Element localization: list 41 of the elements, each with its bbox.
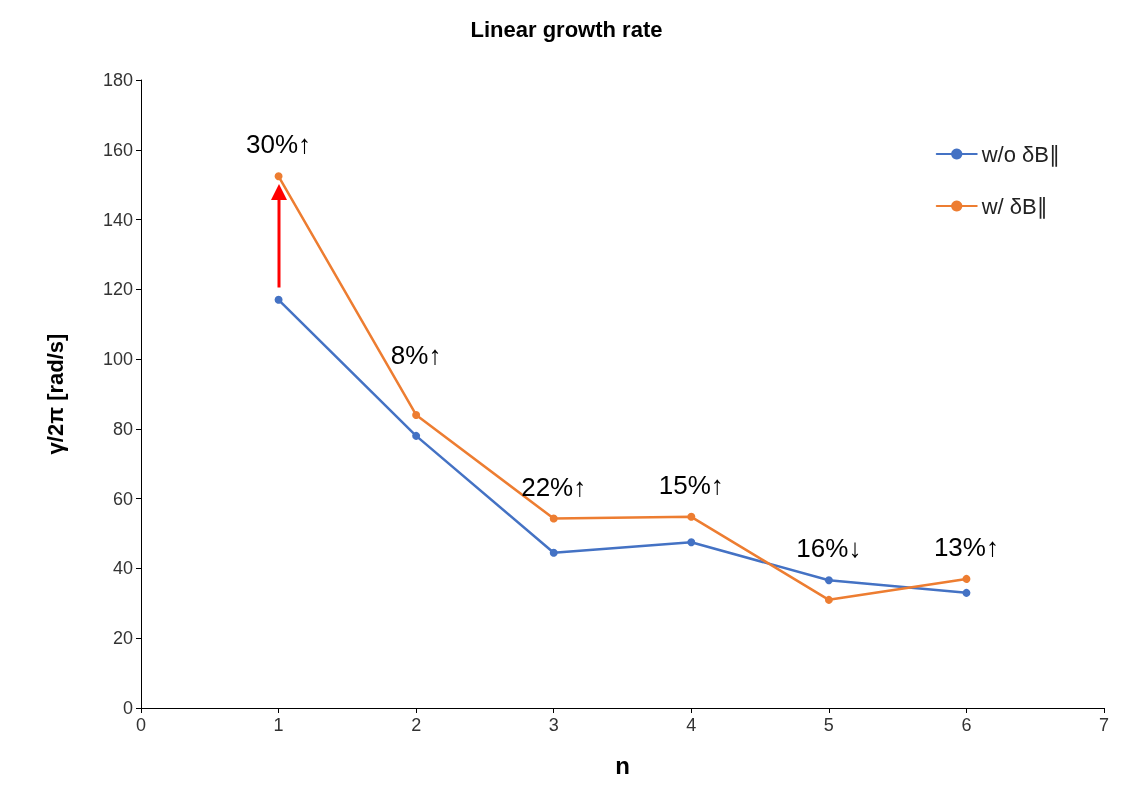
x-tick-label: 2 <box>411 715 422 735</box>
annotation: 15%↑ <box>658 469 724 500</box>
x-tick-label: 4 <box>686 715 697 735</box>
y-tick-label: 120 <box>102 279 133 300</box>
y-tick-label: 0 <box>122 698 133 718</box>
annotation: 13%↑ <box>933 531 999 562</box>
x-axis-title: n <box>615 751 630 779</box>
y-tick-label: 60 <box>112 488 133 509</box>
annotation: 16%↓ <box>796 533 862 564</box>
point <box>824 595 833 604</box>
y-tick-label: 20 <box>112 628 133 649</box>
legend-label: w/ δB∥ <box>980 193 1048 219</box>
x-tick-label: 6 <box>961 715 972 735</box>
x-tick-label: 1 <box>273 715 284 735</box>
chart-title: Linear growth rate <box>470 16 663 42</box>
point <box>824 576 833 585</box>
point <box>687 538 696 547</box>
point <box>274 172 283 181</box>
y-axis-title: γ/2π [rad/s] <box>42 333 68 455</box>
y-tick-label: 80 <box>112 418 133 439</box>
point <box>412 431 421 440</box>
point <box>687 512 696 521</box>
y-tick-label: 140 <box>102 209 133 230</box>
x-tick-label: 0 <box>135 715 147 735</box>
annotation: 8%↑ <box>390 339 442 370</box>
x-tick-label: 5 <box>823 715 834 735</box>
legend-label: w/o δB∥ <box>980 141 1061 167</box>
y-tick-label: 180 <box>102 70 133 90</box>
point <box>274 295 283 304</box>
x-tick-label: 3 <box>548 715 559 735</box>
point <box>549 514 558 523</box>
y-tick-label: 40 <box>112 558 133 579</box>
point <box>549 548 558 557</box>
annotation: 22%↑ <box>521 471 587 502</box>
x-tick-label: 7 <box>1098 715 1110 735</box>
y-tick-label: 160 <box>102 139 133 160</box>
point <box>962 574 971 583</box>
y-tick-label: 100 <box>102 349 133 370</box>
annotation: 30%↑ <box>246 129 312 160</box>
point <box>412 410 421 419</box>
point <box>962 588 971 597</box>
